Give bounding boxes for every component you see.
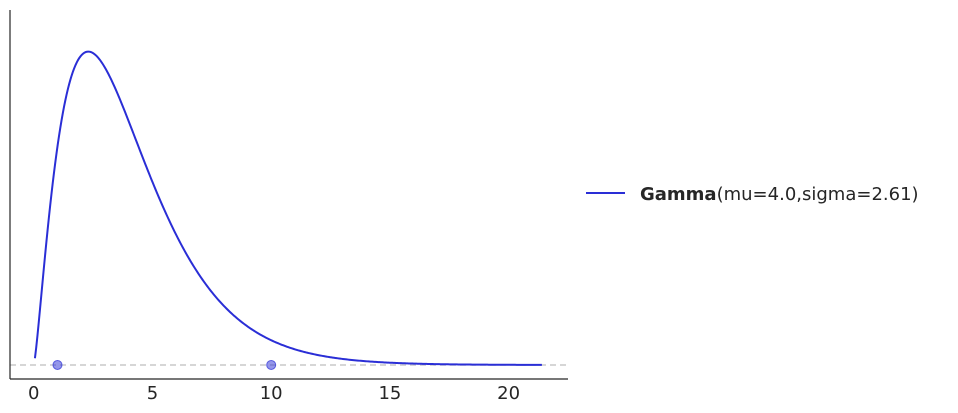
plot-area bbox=[10, 50, 568, 370]
marker-point-1 bbox=[266, 359, 277, 370]
marker-point-0 bbox=[52, 359, 63, 370]
legend: Gamma(mu=4.0,sigma=2.61) bbox=[586, 184, 919, 205]
x-ticks: 0 5 10 15 20 bbox=[28, 383, 520, 404]
legend-label-params: (mu=4.0,sigma=2.61) bbox=[717, 184, 919, 205]
legend-label-name: Gamma bbox=[640, 184, 717, 205]
x-tick-label: 10 bbox=[260, 383, 283, 404]
x-tick-label: 20 bbox=[497, 383, 520, 404]
x-tick-label: 5 bbox=[147, 383, 158, 404]
legend-label-gamma: Gamma(mu=4.0,sigma=2.61) bbox=[640, 184, 919, 205]
series-line-0 bbox=[33, 50, 542, 366]
x-tick-label: 0 bbox=[28, 383, 39, 404]
x-tick-label: 15 bbox=[378, 383, 401, 404]
